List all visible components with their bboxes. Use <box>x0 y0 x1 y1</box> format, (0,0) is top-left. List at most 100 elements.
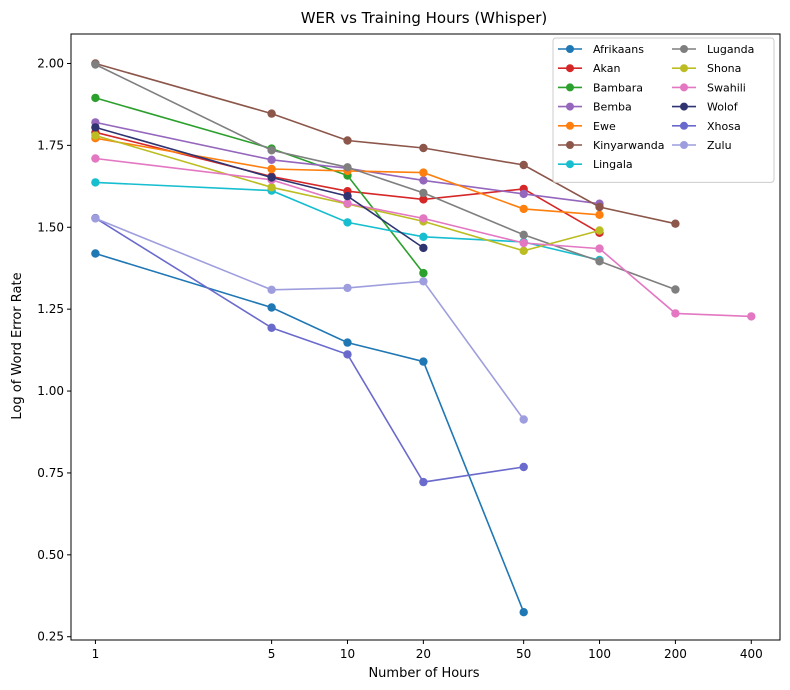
data-point-swahili <box>419 214 428 223</box>
data-point-bambara <box>419 268 428 278</box>
y-tick-label: 1.00 <box>37 384 64 398</box>
series-kinyarwanda <box>91 59 680 228</box>
x-tick-label: 400 <box>740 647 763 661</box>
series-line-shona <box>95 134 600 252</box>
data-point-kinyarwanda <box>519 160 528 170</box>
data-point-wolof <box>267 173 276 182</box>
data-point-afrikaans <box>519 608 528 617</box>
y-axis-label: Log of Word Error Rate <box>10 272 25 419</box>
data-point-afrikaans <box>267 303 276 312</box>
y-tick-label: 0.75 <box>37 466 64 480</box>
legend-item-zulu: Zulu <box>672 139 732 152</box>
data-point-luganda <box>267 146 276 155</box>
data-point-xhosa <box>519 462 528 472</box>
series-line-akan <box>95 131 600 234</box>
legend-item-lingala: Lingala <box>558 158 633 171</box>
data-point-swahili <box>519 238 528 248</box>
data-point-ewe <box>419 168 428 177</box>
legend-label-ewe: Ewe <box>593 120 616 133</box>
data-point-luganda <box>419 188 428 198</box>
data-point-ewe <box>267 164 276 174</box>
data-point-bemba <box>267 155 276 164</box>
legend-label-shona: Shona <box>707 62 741 75</box>
plot-content <box>91 59 756 617</box>
y-tick-label: 1.75 <box>37 138 64 152</box>
series-zulu <box>91 214 528 424</box>
legend-item-luganda: Luganda <box>672 43 754 56</box>
data-point-shona <box>267 183 276 192</box>
data-point-swahili <box>671 309 680 318</box>
data-point-afrikaans <box>343 338 352 347</box>
data-point-lingala <box>91 178 100 187</box>
legend-label-lingala: Lingala <box>593 158 633 171</box>
data-point-zulu <box>419 277 428 286</box>
legend-item-swahili: Swahili <box>672 81 746 94</box>
legend-item-shona: Shona <box>672 62 741 75</box>
legend-marker-ewe <box>566 121 574 130</box>
data-point-swahili <box>343 199 352 208</box>
data-point-bemba <box>419 176 428 185</box>
data-point-lingala <box>419 232 428 241</box>
data-point-zulu <box>519 415 528 424</box>
legend-marker-afrikaans <box>566 45 574 53</box>
series-bambara <box>91 93 428 278</box>
data-point-bambara <box>91 93 100 103</box>
legend-label-bemba: Bemba <box>593 101 632 114</box>
legend-marker-shona <box>680 64 688 73</box>
data-point-kinyarwanda <box>267 109 276 118</box>
data-point-xhosa <box>419 477 428 487</box>
legend-marker-zulu <box>680 141 688 149</box>
plot-frame <box>70 33 781 641</box>
y-axis: 0.25 0.50 0.75 1.00 1.25 1.50 1.75 2.00 <box>37 56 71 644</box>
data-point-swahili <box>595 244 604 253</box>
y-tick-label: 0.50 <box>37 548 64 562</box>
data-point-wolof <box>343 191 352 201</box>
legend-item-ewe: Ewe <box>558 120 616 133</box>
legend-label-afrikaans: Afrikaans <box>593 43 644 56</box>
legend-label-swahili: Swahili <box>707 81 746 94</box>
legend-item-xhosa: Xhosa <box>672 120 741 133</box>
data-point-luganda <box>343 163 352 172</box>
data-point-swahili <box>747 312 756 321</box>
legend-item-afrikaans: Afrikaans <box>558 43 644 56</box>
y-tick-label: 1.25 <box>37 302 64 316</box>
legend-item-wolof: Wolof <box>672 101 739 114</box>
data-point-luganda <box>519 230 528 239</box>
series-line-ewe <box>95 137 600 216</box>
data-point-wolof <box>91 123 100 132</box>
x-tick-label: 1 <box>92 647 100 661</box>
data-point-akan <box>419 195 428 204</box>
series-line-afrikaans <box>95 252 525 613</box>
data-point-afrikaans <box>91 249 100 258</box>
x-tick-label: 10 <box>340 647 355 661</box>
series-line-bambara <box>95 97 425 274</box>
legend-label-akan: Akan <box>593 62 620 75</box>
legend-marker-bambara <box>566 83 574 92</box>
series-wolof <box>91 123 428 253</box>
data-point-shona <box>519 246 528 255</box>
legend-item-bambara: Bambara <box>558 81 643 94</box>
data-point-wolof <box>419 243 428 253</box>
data-point-shona <box>91 131 100 140</box>
legend-label-wolof: Wolof <box>707 101 739 114</box>
legend-label-zulu: Zulu <box>707 139 732 152</box>
series-line-wolof <box>95 126 424 249</box>
data-point-zulu <box>91 214 100 223</box>
x-tick-label: 200 <box>664 647 687 661</box>
y-tick-label: 2.00 <box>37 56 64 70</box>
legend-label-bambara: Bambara <box>593 81 643 94</box>
series-line-xhosa <box>94 217 524 483</box>
data-point-ewe <box>595 210 604 219</box>
data-point-lingala <box>343 218 352 227</box>
x-tick-label: 50 <box>516 647 531 661</box>
legend-item-bemba: Bemba <box>558 101 632 114</box>
data-point-swahili <box>91 154 100 163</box>
data-point-kinyarwanda <box>419 143 428 153</box>
x-axis: 1 5 10 20 50 100 200 400 <box>92 640 763 661</box>
legend-item-kinyarwanda: Kinyarwanda <box>558 139 664 152</box>
legend-label-luganda: Luganda <box>707 43 754 56</box>
series-luganda <box>91 60 680 294</box>
series-line-zulu <box>95 217 525 420</box>
series-line-lingala <box>95 181 600 261</box>
